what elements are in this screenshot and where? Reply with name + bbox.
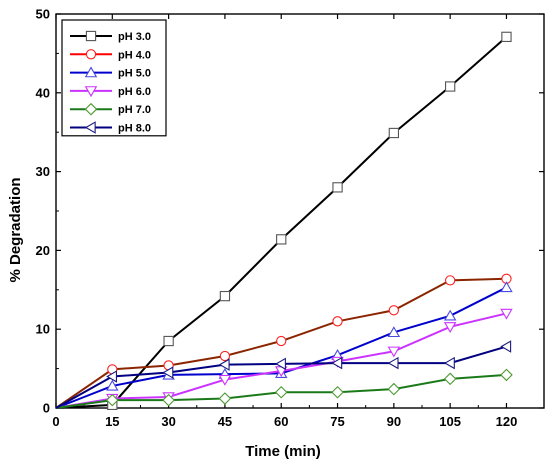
marker-triangle-left [275,357,286,371]
marker-triangle-left [84,121,96,134]
marker-diamond [500,368,513,382]
marker-diamond [387,382,401,396]
legend-item: pH 6.0 [70,86,151,98]
marker-triangle-down [387,346,401,358]
x-tick-label: 45 [218,414,232,429]
series-layer [55,31,513,410]
legend-item: pH 5.0 [70,66,151,80]
legend-label: pH 6.0 [118,86,151,98]
marker-square [501,31,512,43]
legend-item: pH 3.0 [70,30,151,43]
series-ph-3-0 [55,31,512,410]
marker-triangle-left [331,356,343,370]
marker-circle [388,305,399,316]
legend-label: pH 5.0 [118,68,151,80]
marker-triangle-left [387,356,399,370]
marker-square [388,127,399,139]
marker-square [445,81,456,92]
marker-diamond [162,393,175,407]
marker-diamond [84,102,98,116]
x-axis-title: Time (min) [245,443,321,460]
marker-diamond [106,393,119,407]
marker-triangle-left [218,358,230,371]
marker-triangle-up [387,326,401,338]
marker-triangle-down [84,86,98,98]
marker-triangle-up [84,66,98,78]
marker-diamond [218,392,232,405]
legend-item: pH 7.0 [70,102,151,116]
x-tick-label: 60 [274,414,288,429]
legend-label: pH 7.0 [118,104,151,116]
marker-circle [276,335,287,347]
marker-triangle-left [500,340,512,353]
x-tick-label: 30 [161,414,175,429]
y-tick-label: 0 [43,401,50,416]
marker-circle [219,350,231,362]
marker-triangle-left [162,366,174,379]
marker-square [163,335,174,347]
marker-triangle-down [443,322,457,333]
marker-diamond [274,385,288,399]
legend-item: pH 4.0 [70,49,151,61]
legend: pH 3.0 pH 4.0 pH 5.0 pH 6.0 pH 7.0 pH 8.0 [61,19,167,137]
marker-square [219,290,231,302]
marker-triangle-down [500,308,513,320]
y-tick-label: 50 [36,7,50,22]
x-tick-label: 75 [330,414,344,429]
x-tick-label: 15 [105,414,119,429]
series-ph-4-0 [55,273,512,409]
y-tick-label: 30 [36,164,50,179]
marker-circle [332,316,343,327]
y-tick-label: 10 [36,322,50,337]
x-tick-label: 120 [496,414,518,429]
marker-triangle-left [443,356,455,370]
marker-square [332,182,343,193]
marker-triangle-left [106,370,117,383]
y-tick-label: 20 [36,243,50,258]
axes: 0 15 30 45 60 75 90 105 120 0 10 20 30 40 50 [36,7,545,429]
y-axis-title: % Degradation [7,177,24,282]
legend-box [61,19,167,137]
legend-item: pH 8.0 [70,121,151,135]
marker-triangle-down [218,374,232,386]
marker-circle [445,275,456,286]
marker-diamond [331,385,344,399]
marker-triangle-up [443,309,457,321]
marker-triangle-up [500,281,513,293]
x-tick-label: 90 [387,414,401,429]
marker-circle [85,49,97,60]
legend-label: pH 4.0 [118,49,151,61]
marker-square [276,234,287,245]
legend-label: pH 8.0 [118,123,151,135]
marker-triangle-up [106,379,119,391]
legend-label: pH 3.0 [118,31,151,43]
series-ph-7-0 [55,368,513,409]
marker-square [85,30,97,42]
y-tick-label: 40 [36,85,50,100]
x-tick-label: 0 [52,414,59,429]
marker-diamond [443,372,457,386]
x-tick-label: 105 [439,414,461,429]
series-ph-8-0 [55,340,512,409]
